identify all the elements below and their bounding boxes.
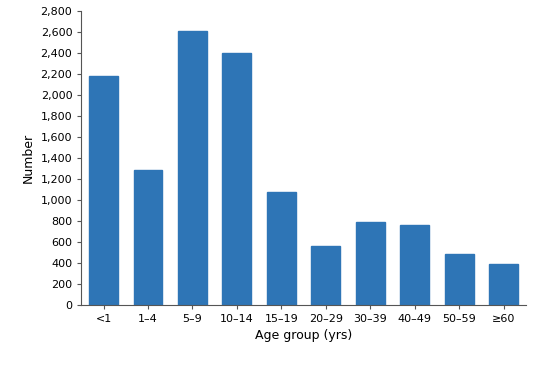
Bar bbox=[356, 222, 385, 305]
Bar bbox=[444, 254, 474, 305]
Bar bbox=[400, 225, 429, 305]
Bar bbox=[133, 170, 163, 305]
Bar bbox=[222, 53, 251, 305]
Bar bbox=[489, 264, 518, 305]
Bar bbox=[267, 192, 296, 305]
X-axis label: Age group (yrs): Age group (yrs) bbox=[255, 329, 352, 342]
Bar bbox=[178, 31, 207, 305]
Bar bbox=[311, 246, 340, 305]
Y-axis label: Number: Number bbox=[22, 133, 35, 183]
Bar bbox=[89, 76, 118, 305]
